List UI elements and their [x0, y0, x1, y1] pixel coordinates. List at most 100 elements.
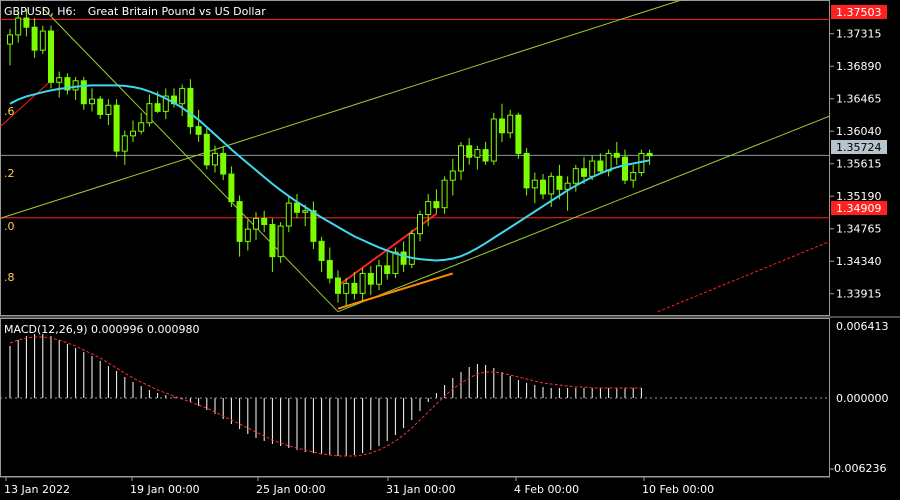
candle-body-bull	[548, 175, 555, 195]
candle-body-bull	[89, 98, 95, 105]
channel-upper-line	[0, 0, 683, 219]
trend-line-left	[0, 80, 52, 128]
moving-average-line	[9, 84, 650, 262]
candle-body-bear	[294, 202, 300, 213]
candle-body-bear	[220, 152, 227, 175]
time-tick-label: 10 Feb 00:00	[642, 483, 714, 496]
candle-body-bear	[318, 240, 325, 261]
candle-body-bear	[326, 259, 333, 279]
candle-body-bull	[130, 130, 136, 137]
macd-tick-bottom: -0.006236	[830, 462, 886, 475]
candle-body-bear	[310, 210, 317, 242]
candle-body-bull	[441, 179, 448, 209]
candle-body-bear	[31, 26, 38, 51]
candle-body-bear	[351, 282, 358, 294]
candle-body-bull	[392, 251, 399, 274]
candle-body-bull	[121, 135, 128, 152]
candle-body-bear	[499, 118, 505, 134]
price-tick-label: 1.34765	[836, 223, 882, 236]
candle-body-bull	[531, 179, 538, 189]
candle-body-bull	[376, 265, 382, 285]
price-box-bottom-red: 1.34909	[831, 201, 887, 215]
candle-body-bull	[408, 233, 415, 265]
macd-tick-zero: 0.000000	[836, 392, 889, 405]
candle-body-bull	[490, 118, 497, 162]
svg-text:1.34909: 1.34909	[836, 202, 882, 215]
candle-body-bear	[187, 87, 194, 128]
candles	[7, 8, 653, 307]
macd-histogram	[9, 334, 642, 456]
fib-label-2: .2	[4, 167, 15, 180]
main-chart-frame	[0, 0, 830, 316]
candle-body-bear	[400, 251, 407, 265]
price-axis: 1.37315 1.36890 1.36465 1.36040 1.35615 1.351…	[830, 28, 882, 301]
candle-body-bear	[367, 272, 374, 285]
candle-body-bull	[212, 152, 218, 166]
candle-body-bull	[589, 160, 596, 177]
candle-body-bear	[80, 80, 87, 105]
svg-text:1.37503: 1.37503	[836, 6, 882, 19]
candle-body-bull	[343, 282, 350, 294]
candle-body-bear	[613, 152, 620, 158]
candle-body-bull	[572, 168, 579, 184]
candle-body-bull	[162, 95, 169, 112]
candle-body-bear	[646, 152, 653, 157]
time-tick-label: 25 Jan 00:00	[256, 483, 326, 496]
candle-body-bull	[507, 114, 514, 134]
macd-tick-top: 0.006413	[836, 320, 889, 333]
candle-body-bear	[261, 217, 268, 226]
fib-label-3: .0	[4, 220, 15, 233]
candle-body-bear	[384, 265, 391, 274]
candle-body-bear	[64, 77, 71, 91]
candle-body-bull	[179, 87, 186, 105]
candle-body-bear	[236, 201, 243, 242]
price-tick-label: 1.36890	[836, 60, 882, 73]
candle-body-bear	[154, 103, 161, 112]
macd-signal-line	[9, 336, 642, 457]
candle-body-bear	[433, 201, 440, 209]
candle-body-bull	[285, 202, 292, 227]
candle-body-bear	[466, 145, 473, 158]
candle-body-bull	[39, 30, 46, 51]
candle-body-bear	[335, 277, 341, 294]
candle-body-bear	[97, 98, 104, 115]
price-tick-label: 1.37315	[836, 28, 882, 41]
candle-body-bull	[458, 145, 464, 172]
candle-body-bear	[48, 30, 54, 83]
candle-body-bear	[581, 168, 587, 177]
candle-body-bear	[203, 133, 210, 166]
candle-body-bull	[146, 103, 153, 124]
macd-label: MACD(12,26,9) 0.000996 0.000980	[4, 323, 200, 336]
time-tick-label: 13 Jan 2022	[4, 483, 70, 496]
time-axis: 13 Jan 2022 19 Jan 00:00 25 Jan 00:00 31 Ja…	[4, 477, 714, 496]
price-box-top-red: 1.37503	[831, 5, 887, 19]
candle-body-bull	[605, 152, 612, 172]
candle-body-bear	[556, 175, 563, 190]
price-tick-label: 1.34340	[836, 255, 882, 268]
candle-body-bull	[253, 217, 259, 230]
candle-body-bull	[15, 17, 22, 36]
candle-body-bull	[277, 225, 284, 258]
candle-body-bear	[622, 156, 628, 181]
candle-body-bear	[228, 173, 235, 203]
dashed-trend-line	[657, 240, 831, 313]
trend-line-orange	[337, 272, 454, 310]
horizontal-lines	[0, 18, 830, 219]
candle-body-bear	[515, 114, 522, 154]
candle-body-bull	[138, 122, 145, 132]
candle-body-bear	[195, 126, 202, 135]
symbol-timeframe: GBPUSD, H6:	[4, 5, 76, 18]
candle-body-bull	[56, 77, 63, 83]
chart-title: GBPUSD, H6: Great Britain Pound vs US Do…	[4, 5, 266, 18]
candle-body-bull	[449, 170, 456, 181]
fib-label-1: .6	[4, 105, 15, 118]
time-tick-label: 4 Feb 00:00	[514, 483, 579, 496]
candle-body-bull	[417, 214, 423, 235]
candle-body-bull	[244, 228, 251, 242]
price-tick-label: 1.33915	[836, 288, 882, 301]
time-tick-label: 31 Jan 00:00	[386, 483, 456, 496]
time-tick-label: 19 Jan 00:00	[130, 483, 200, 496]
price-box-current: 1.35724	[831, 140, 887, 154]
price-tick-label: 1.35615	[836, 158, 882, 171]
